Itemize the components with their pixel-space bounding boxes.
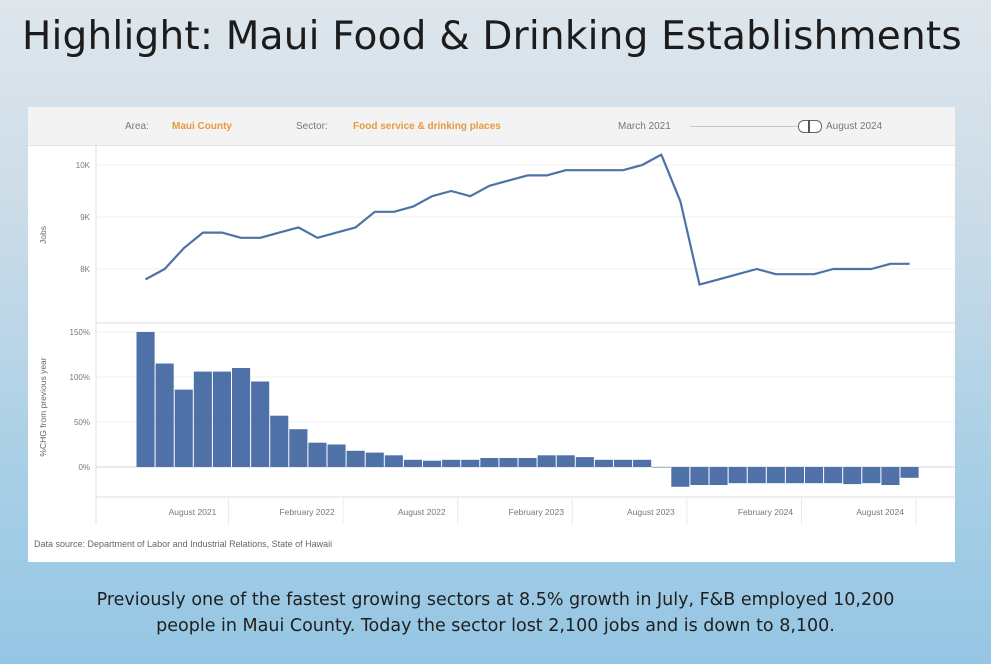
- pct-change-bar[interactable]: [652, 467, 671, 468]
- pct-change-bar[interactable]: [728, 467, 747, 484]
- pct-change-bar[interactable]: [766, 467, 785, 484]
- pct-change-bar[interactable]: [136, 332, 155, 467]
- pct-change-bar[interactable]: [690, 467, 709, 485]
- jobs-ytick-label: 8K: [80, 265, 90, 274]
- pct-change-bar[interactable]: [900, 467, 919, 478]
- data-source-note: Data source: Department of Labor and Ind…: [34, 539, 333, 549]
- pct-change-bar[interactable]: [270, 415, 289, 467]
- pct-change-bar[interactable]: [365, 452, 384, 467]
- pct-change-bar[interactable]: [671, 467, 690, 487]
- pct-change-bar[interactable]: [518, 458, 537, 467]
- pct-change-bar[interactable]: [747, 467, 766, 484]
- pct-ytick-label: 50%: [74, 418, 90, 427]
- jobs-ytick-label: 10K: [76, 161, 91, 170]
- x-tick-label: August 2023: [627, 507, 675, 517]
- pct-change-axis-title: %CHG from previous year: [38, 357, 48, 456]
- pct-change-bar[interactable]: [403, 459, 422, 467]
- pct-change-bar[interactable]: [327, 444, 346, 468]
- caption-line-1: Previously one of the fastest growing se…: [96, 590, 895, 610]
- area-filter-value[interactable]: Maui County: [172, 121, 232, 132]
- pct-ytick-label: 100%: [70, 373, 90, 382]
- pct-change-bar[interactable]: [575, 457, 594, 467]
- x-tick-label: August 2021: [169, 507, 217, 517]
- pct-change-bar[interactable]: [594, 459, 613, 467]
- pct-change-bar[interactable]: [442, 459, 461, 467]
- pct-change-bar[interactable]: [614, 459, 633, 467]
- slide-title: Highlight: Maui Food & Drinking Establis…: [22, 14, 962, 59]
- pct-change-bar[interactable]: [232, 368, 251, 467]
- date-range-slider-handle[interactable]: [798, 120, 822, 133]
- date-range-slider-track[interactable]: [690, 126, 800, 127]
- caption-line-2: people in Maui County. Today the sector …: [156, 616, 835, 636]
- filter-bar: Area: Maui County Sector: Food service &…: [28, 107, 955, 146]
- pct-change-bar[interactable]: [499, 458, 518, 467]
- pct-change-bar[interactable]: [862, 467, 881, 484]
- pct-change-bar[interactable]: [556, 455, 575, 467]
- pct-change-bar[interactable]: [805, 467, 824, 484]
- jobs-ytick-label: 9K: [80, 213, 90, 222]
- pct-change-bar[interactable]: [193, 371, 212, 467]
- pct-change-bar[interactable]: [824, 467, 843, 484]
- pct-change-bar[interactable]: [346, 450, 365, 467]
- pct-change-bar[interactable]: [251, 381, 270, 468]
- pct-change-bar[interactable]: [155, 363, 174, 468]
- pct-change-bar[interactable]: [843, 467, 862, 485]
- pct-change-bar[interactable]: [423, 460, 442, 467]
- pct-change-bar[interactable]: [308, 442, 327, 467]
- range-start-label: March 2021: [618, 121, 671, 132]
- sector-filter-label: Sector:: [296, 121, 328, 132]
- range-end-label: August 2024: [826, 121, 883, 132]
- pct-change-bar[interactable]: [480, 458, 499, 467]
- charts-svg: 8K 9K 10K 0% 50% 100% 150% August 2021 Februar…: [38, 145, 955, 525]
- x-tick-label: February 2023: [509, 507, 565, 517]
- sector-filter-value[interactable]: Food service & drinking places: [353, 121, 501, 132]
- pct-change-bar[interactable]: [174, 389, 193, 467]
- pct-ytick-label: 150%: [70, 328, 90, 337]
- pct-change-bar[interactable]: [881, 467, 900, 485]
- x-tick-label: August 2024: [856, 507, 904, 517]
- pct-change-bar[interactable]: [709, 467, 728, 485]
- x-tick-label: August 2022: [398, 507, 446, 517]
- jobs-axis-title: Jobs: [38, 226, 48, 244]
- pct-change-bar[interactable]: [289, 429, 308, 467]
- area-filter-label: Area:: [125, 121, 149, 132]
- caption: Previously one of the fastest growing se…: [0, 587, 991, 639]
- pct-change-bar[interactable]: [537, 455, 556, 467]
- pct-change-bar[interactable]: [384, 455, 403, 467]
- pct-change-bar[interactable]: [785, 467, 804, 484]
- pct-ytick-label: 0%: [78, 463, 90, 472]
- x-tick-label: February 2024: [738, 507, 794, 517]
- jobs-line-series[interactable]: [144, 153, 910, 286]
- pct-change-bar[interactable]: [461, 459, 480, 467]
- chart-panel: Area: Maui County Sector: Food service &…: [28, 107, 955, 562]
- pct-change-bar[interactable]: [212, 371, 231, 467]
- pct-change-bar[interactable]: [633, 459, 652, 467]
- x-tick-label: February 2022: [279, 507, 335, 517]
